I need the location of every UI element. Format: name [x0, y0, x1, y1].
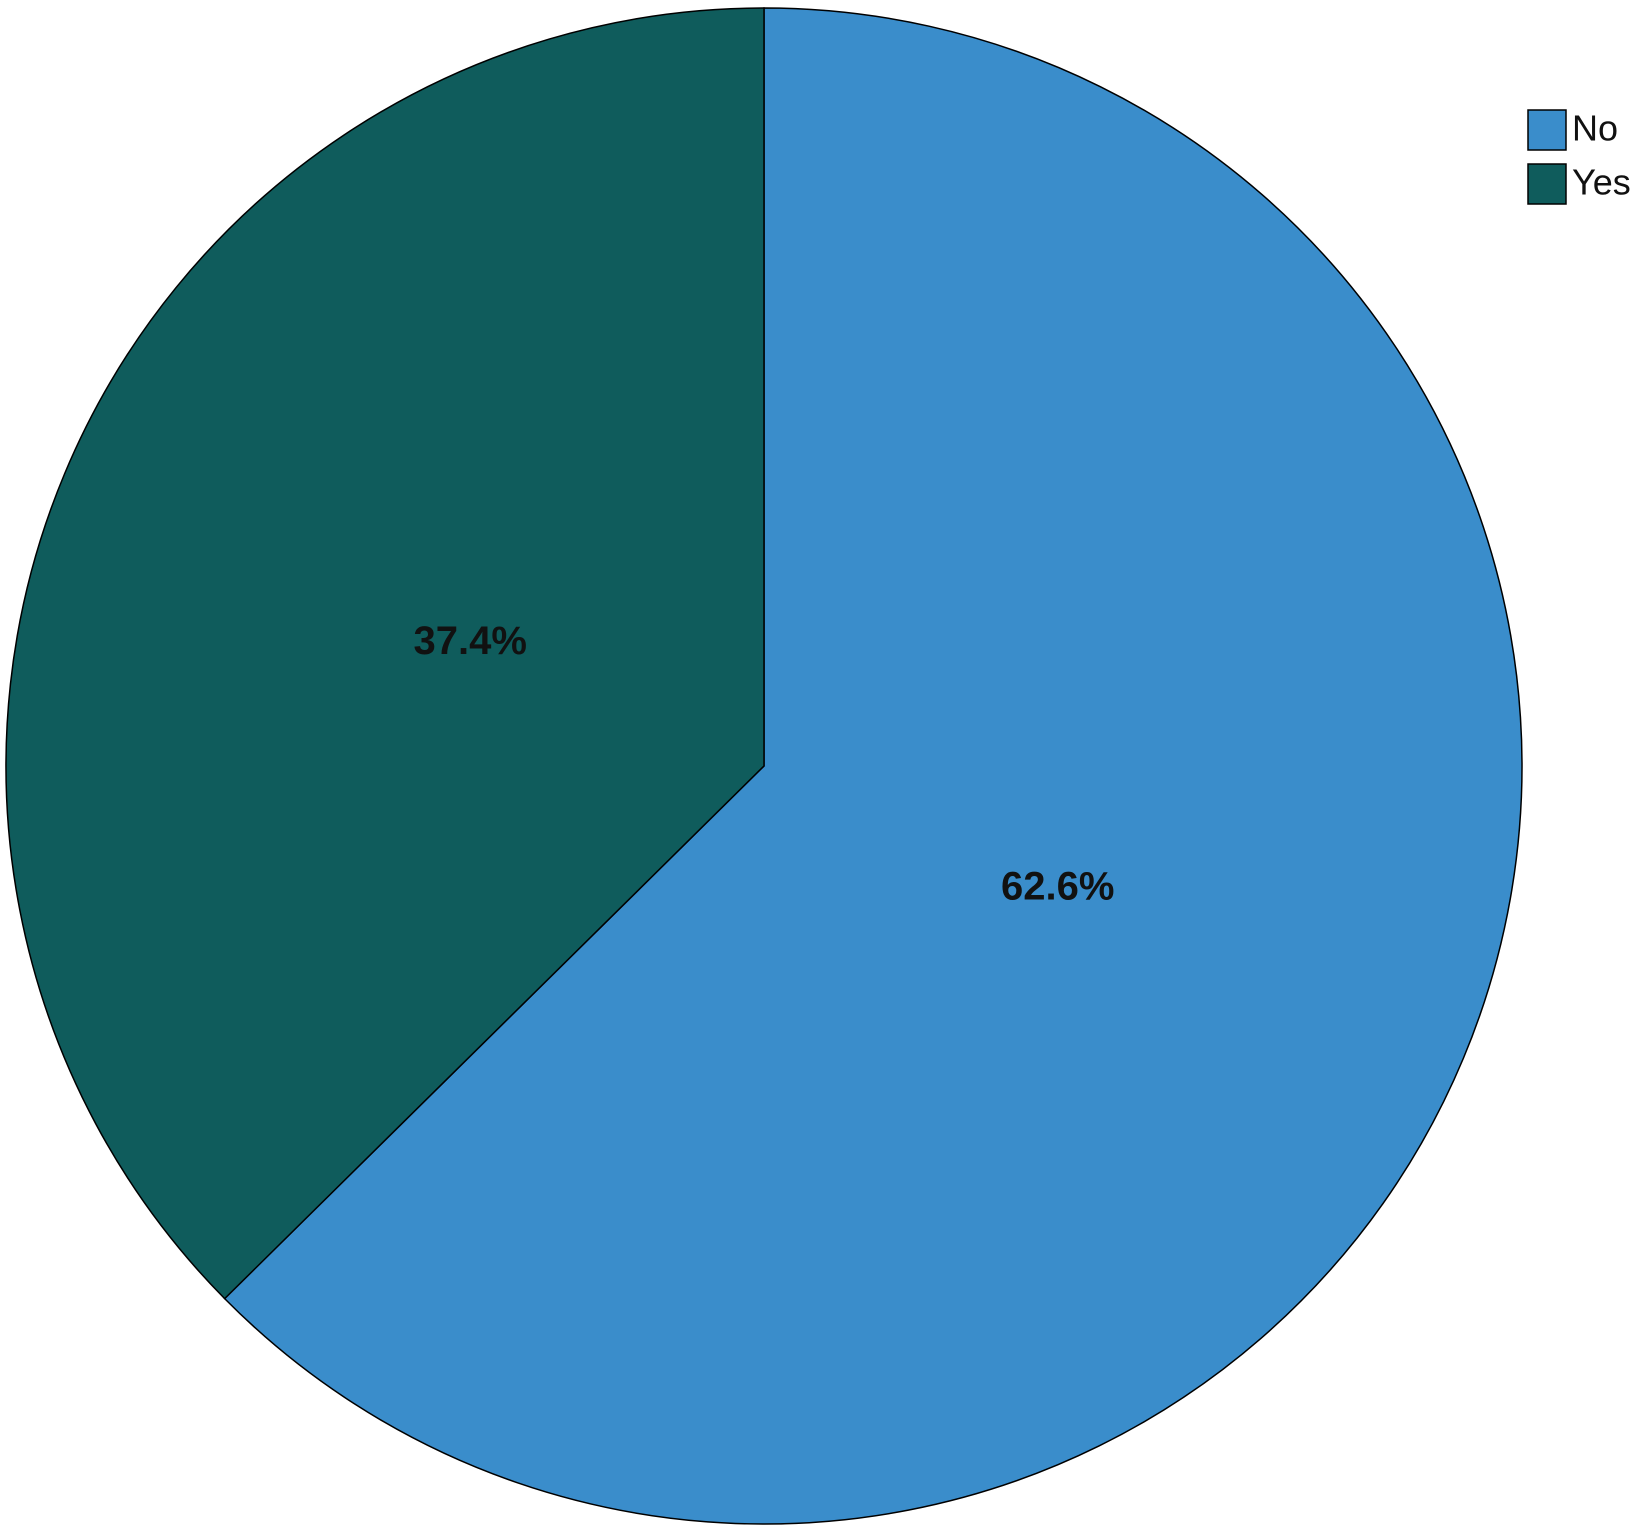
legend-label: No [1572, 108, 1618, 149]
slice-label: 37.4% [414, 619, 527, 663]
pie-slice [5, 7, 765, 1300]
legend-swatch [1527, 109, 1567, 151]
pie-slice [223, 7, 1523, 1525]
legend-label: Yes [1572, 162, 1631, 203]
legend-swatch [1527, 163, 1567, 205]
slice-label: 62.6% [1001, 864, 1114, 908]
